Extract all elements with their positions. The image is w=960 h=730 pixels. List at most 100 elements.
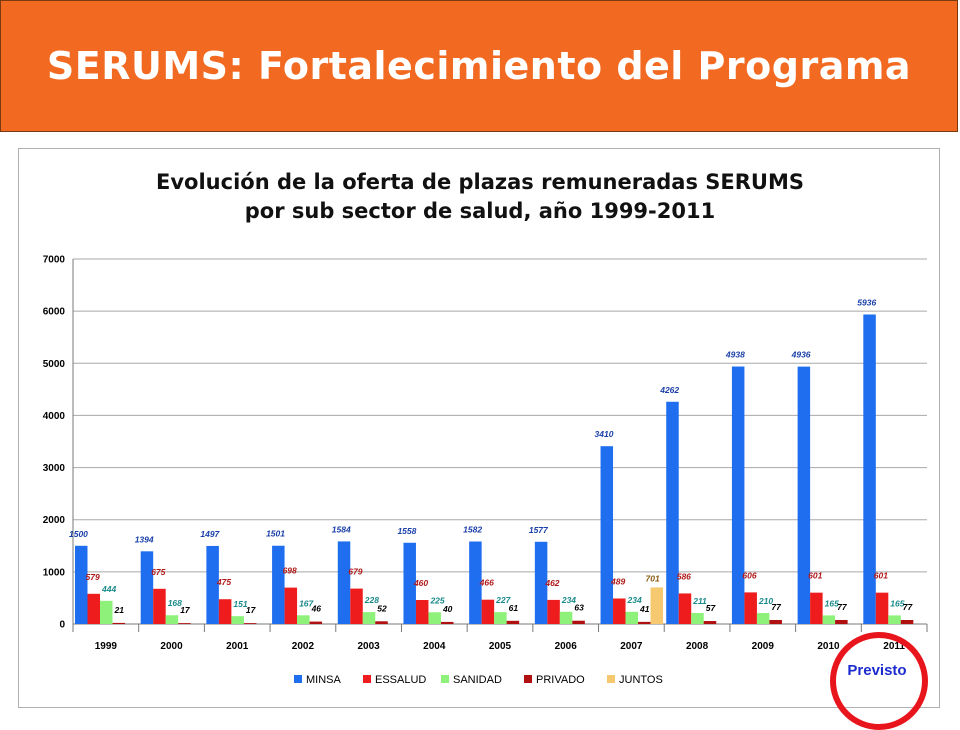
- legend-swatch-minsa: [294, 675, 302, 683]
- bar-minsa: [863, 314, 876, 624]
- bar-privado: [900, 619, 914, 624]
- data-label: 466: [479, 578, 494, 588]
- bar-sanidad: [888, 615, 901, 624]
- bar-essalud: [350, 588, 363, 624]
- data-label: 41: [639, 604, 650, 614]
- slide-header: SERUMS: Fortalecimiento del Programa: [0, 0, 958, 132]
- data-label: 3410: [595, 429, 614, 439]
- data-label: 17: [180, 605, 191, 615]
- bar-essalud: [744, 592, 757, 624]
- data-label: 211: [692, 596, 707, 606]
- bar-privado: [835, 619, 848, 624]
- bar-minsa: [272, 545, 285, 624]
- slide-title: SERUMS: Fortalecimiento del Programa: [46, 44, 912, 88]
- bar-privado: [506, 620, 520, 624]
- data-label: 462: [544, 578, 559, 588]
- y-tick-label: 2000: [43, 515, 66, 526]
- highlight-circle: [830, 632, 928, 730]
- data-label: 4938: [725, 350, 745, 360]
- data-label: 489: [610, 577, 625, 587]
- bar-minsa: [731, 366, 745, 624]
- bar-sanidad: [559, 611, 573, 624]
- bar-privado: [769, 619, 782, 624]
- bar-essalud: [678, 593, 692, 624]
- data-label: 606: [742, 570, 756, 580]
- bar-privado: [375, 621, 388, 624]
- x-tick-label: 2009: [752, 641, 775, 652]
- data-label: 77: [771, 602, 782, 612]
- bar-sanidad: [165, 615, 179, 624]
- bar-essalud: [613, 598, 626, 624]
- legend-swatch-essalud: [363, 675, 371, 683]
- data-label: 63: [574, 603, 584, 613]
- data-label: 1394: [135, 534, 154, 544]
- data-label: 21: [114, 605, 125, 615]
- data-label: 4262: [659, 385, 679, 395]
- bar-sanidad: [756, 613, 770, 624]
- data-label: 579: [86, 572, 100, 582]
- y-tick-label: 0: [59, 620, 65, 631]
- data-label: 601: [874, 571, 888, 581]
- bar-privado: [703, 621, 717, 624]
- data-label: 225: [429, 595, 444, 605]
- data-label: 1577: [529, 525, 549, 535]
- x-tick-label: 2004: [423, 641, 446, 652]
- legend-label-juntos: JUNTOS: [619, 674, 663, 686]
- data-label: 77: [837, 602, 848, 612]
- data-label: 228: [364, 595, 379, 605]
- x-tick-label: 2003: [357, 641, 380, 652]
- data-label: 1584: [332, 524, 351, 534]
- bar-minsa: [600, 446, 614, 624]
- data-label: 586: [677, 571, 691, 581]
- y-tick-label: 6000: [43, 307, 66, 318]
- data-label: 675: [151, 567, 165, 577]
- bar-privado: [178, 623, 191, 624]
- bar-essalud: [810, 592, 823, 624]
- data-label: 234: [561, 595, 576, 605]
- bar-sanidad: [625, 611, 639, 624]
- data-label: 17: [246, 605, 257, 615]
- data-label: 1500: [69, 529, 88, 539]
- bar-sanidad: [428, 612, 441, 624]
- bar-sanidad: [691, 612, 704, 624]
- bar-privado: [440, 621, 454, 624]
- data-label: 679: [348, 567, 362, 577]
- bar-minsa: [469, 541, 482, 624]
- legend-label-minsa: MINSA: [306, 674, 342, 686]
- bar-minsa: [534, 541, 548, 624]
- data-label: 77: [903, 602, 914, 612]
- bar-privado: [638, 621, 651, 624]
- data-label: 460: [413, 578, 428, 588]
- bar-essalud: [218, 599, 232, 624]
- data-label: 151: [233, 599, 247, 609]
- x-tick-label: 2007: [620, 641, 643, 652]
- forecast-note: Previsto: [847, 662, 907, 679]
- bar-essalud: [547, 599, 560, 624]
- data-label: 698: [283, 566, 297, 576]
- bar-minsa: [403, 542, 416, 624]
- data-label: 165: [825, 598, 839, 608]
- bar-sanidad: [362, 612, 376, 624]
- x-tick-label: 2001: [226, 641, 249, 652]
- data-label: 1497: [200, 529, 220, 539]
- x-tick-label: 2005: [489, 641, 512, 652]
- data-label: 167: [299, 598, 314, 608]
- data-label: 165: [890, 598, 904, 608]
- bar-juntos: [650, 587, 664, 624]
- bar-essalud: [284, 587, 298, 624]
- y-tick-label: 1000: [43, 567, 66, 578]
- bar-essalud: [481, 599, 495, 624]
- data-label: 168: [168, 598, 182, 608]
- y-tick-label: 4000: [43, 411, 66, 422]
- legend-swatch-juntos: [607, 675, 615, 683]
- data-label: 1558: [397, 526, 416, 536]
- bar-essalud: [153, 588, 166, 624]
- data-label: 1501: [266, 529, 285, 539]
- data-label: 444: [101, 584, 116, 594]
- x-tick-label: 2000: [160, 641, 183, 652]
- data-label: 4936: [791, 350, 811, 360]
- data-label: 40: [442, 604, 453, 614]
- legend-label-privado: PRIVADO: [536, 674, 585, 686]
- x-tick-label: 1999: [95, 641, 118, 652]
